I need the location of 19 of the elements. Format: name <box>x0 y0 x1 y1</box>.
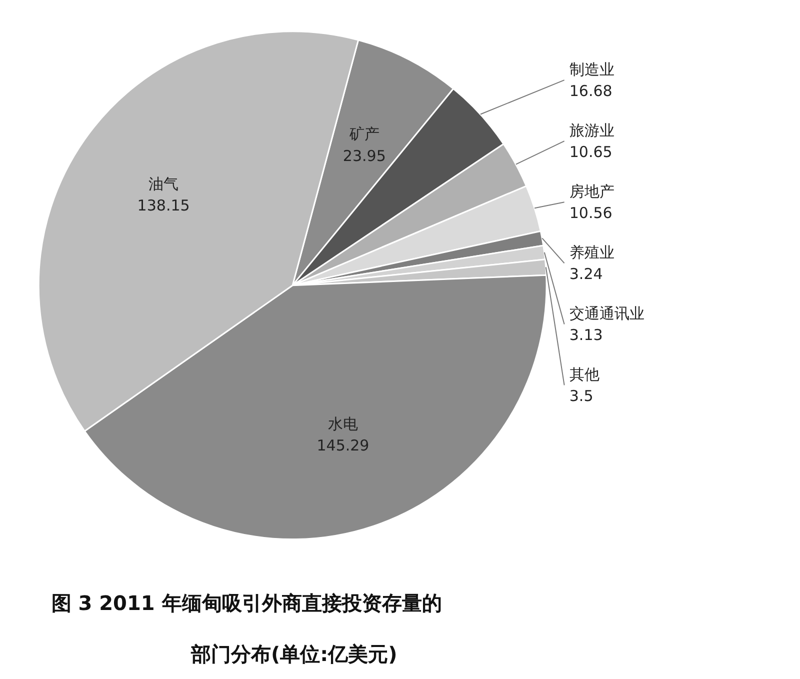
slice-label: 交通通讯业 <box>569 304 644 322</box>
data-label: 3.24 <box>569 264 603 283</box>
data-label: 23.95 <box>342 146 386 165</box>
slice-label: 养殖业 <box>569 243 614 262</box>
slice-label: 房地产 <box>569 182 614 200</box>
slice-label: 油气 <box>148 175 179 194</box>
data-label: 138.15 <box>137 196 190 215</box>
data-label: 16.68 <box>569 82 612 100</box>
data-label: 3.5 <box>569 387 594 406</box>
slice-label: 制造业 <box>569 60 614 78</box>
slice-label: 其他 <box>569 365 600 384</box>
data-label: 10.65 <box>569 142 612 161</box>
data-label: 145.29 <box>316 436 370 454</box>
chart-title: 图 3 2011 年缅甸吸引外商直接投资存量的部门分布(单位:亿美元) <box>51 591 442 666</box>
slice-label: 水电 <box>328 414 358 433</box>
slice-label: 旅游业 <box>569 121 614 140</box>
data-label: 10.56 <box>569 204 612 222</box>
data-label: 3.13 <box>569 326 603 344</box>
slice-label: 矿产 <box>348 125 380 144</box>
